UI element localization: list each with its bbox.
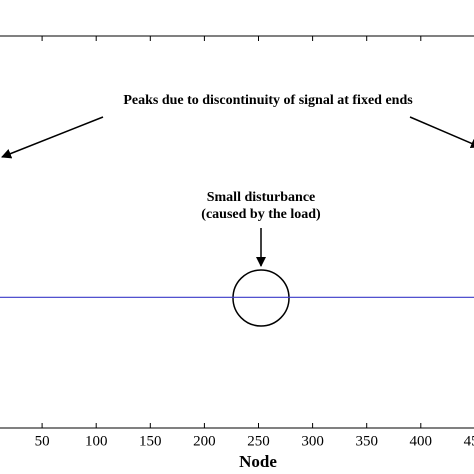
- x-axis-label: Node: [239, 452, 277, 471]
- x-tick-label: 400: [410, 433, 433, 449]
- x-tick-label: 100: [85, 433, 108, 449]
- annotation: Small disturbance: [207, 190, 316, 205]
- x-tick-label: 200: [193, 433, 216, 449]
- highlight-circle: [232, 269, 290, 327]
- arrow: [409, 116, 474, 149]
- x-tick-label: 150: [139, 433, 162, 449]
- arrow: [1, 116, 104, 159]
- x-tick-label: 250: [247, 433, 270, 449]
- annotation: Peaks due to discontinuity of signal at …: [123, 93, 413, 108]
- x-tick-label: 350: [355, 433, 378, 449]
- x-tick-label: 450: [464, 433, 474, 449]
- annotation: (caused by the load): [201, 207, 321, 222]
- plot-frame: [0, 35, 474, 429]
- x-tick-label: 50: [35, 433, 50, 449]
- x-tick-label: 300: [301, 433, 324, 449]
